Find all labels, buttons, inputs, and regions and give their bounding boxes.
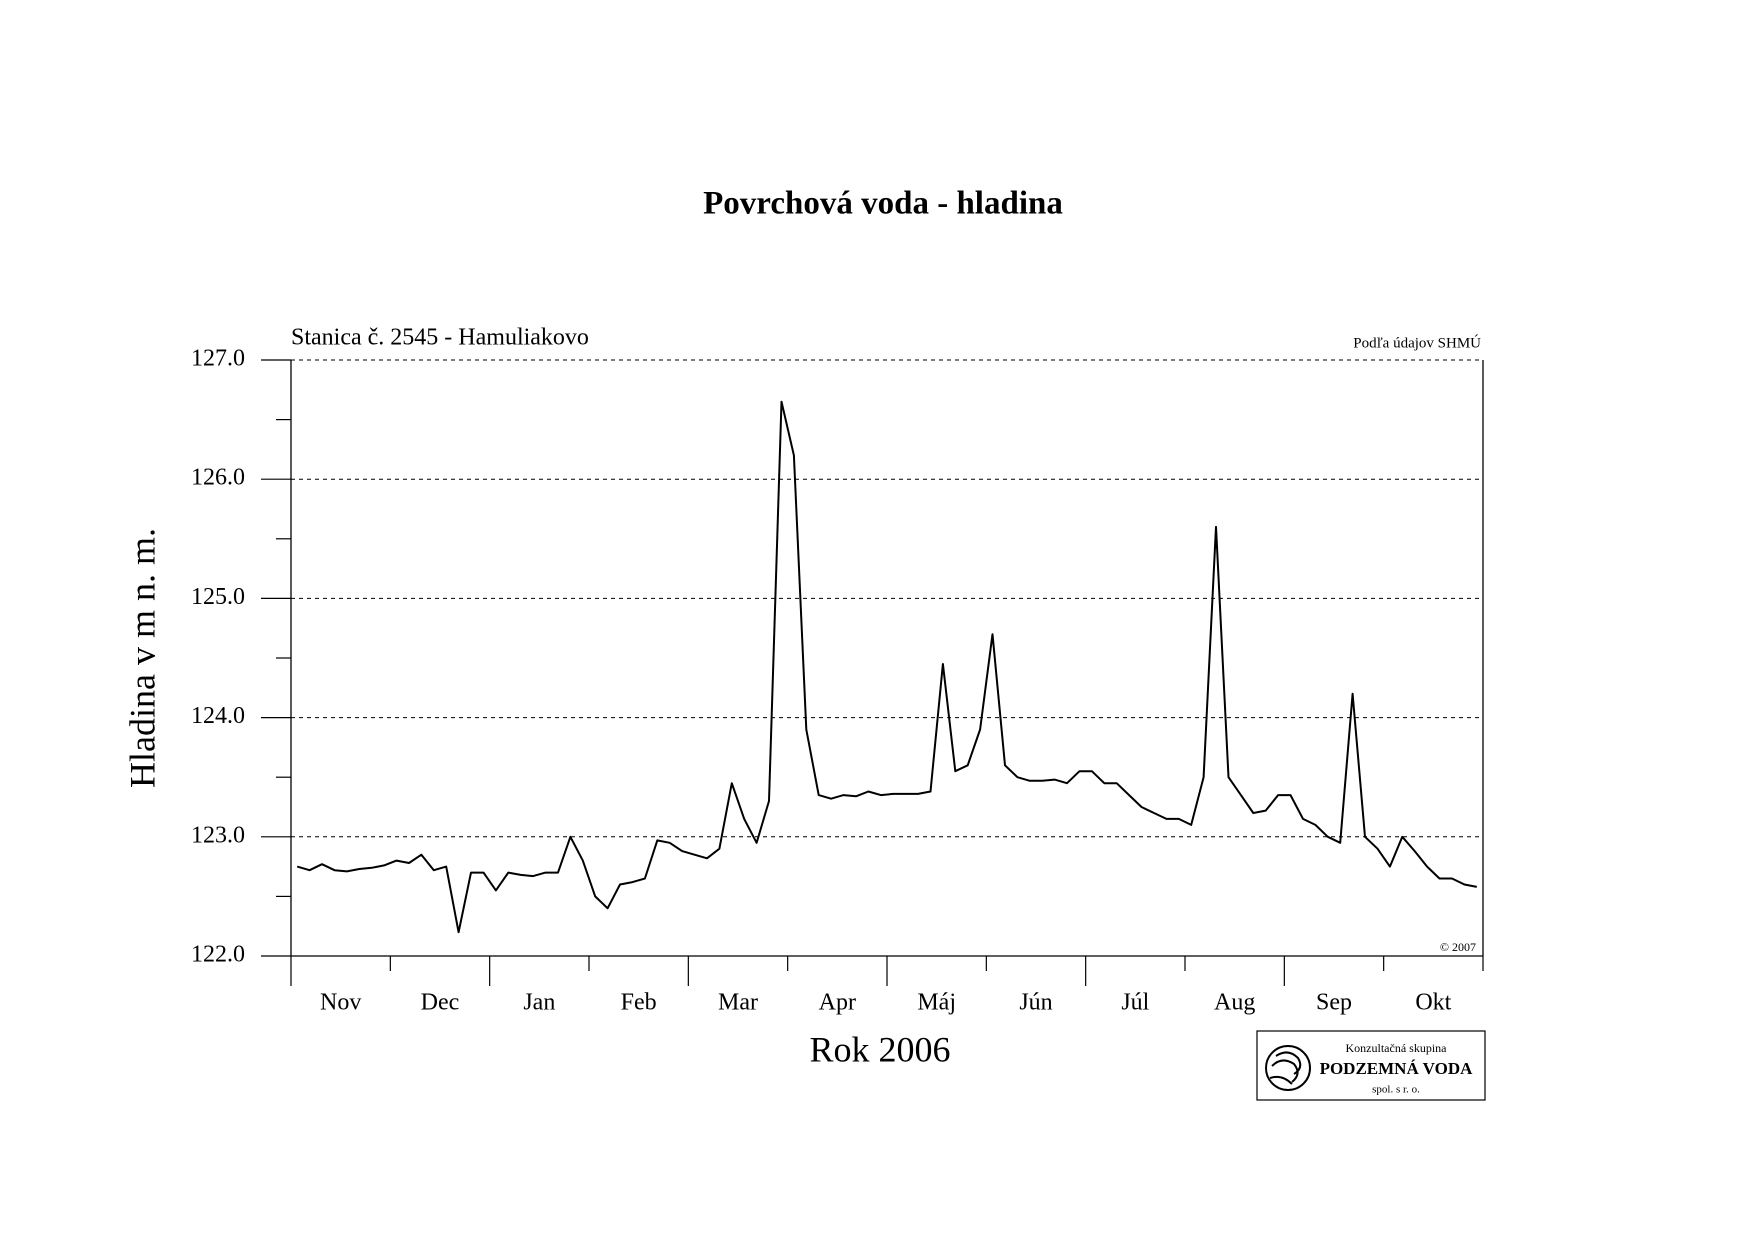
source-note: Podľa údajov SHMÚ	[1353, 334, 1481, 351]
y-tick-label: 126.0	[191, 465, 245, 491]
x-tick-label: Mar	[718, 990, 758, 1016]
logo-top: Konzultačná skupina	[1346, 1041, 1448, 1055]
y-axis-label: Hladina v m n. m.	[122, 528, 162, 788]
x-tick-label: Nov	[320, 990, 361, 1016]
chart-title: Povrchová voda - hladina	[703, 186, 1063, 222]
x-tick-label: Jún	[1019, 990, 1052, 1016]
x-tick-label: Jan	[523, 990, 555, 1016]
logo-name: PODZEMNÁ VODA	[1320, 1059, 1474, 1078]
x-tick-label: Feb	[621, 990, 657, 1016]
y-tick-label: 125.0	[191, 584, 245, 610]
x-tick-label: Aug	[1214, 990, 1255, 1016]
y-tick-label: 127.0	[191, 346, 245, 372]
chart-subtitle: Stanica č. 2545 - Hamuliakovo	[291, 325, 589, 351]
copyright: © 2007	[1440, 940, 1476, 954]
logo-box	[1256, 1030, 1486, 1101]
x-tick-label: Apr	[819, 990, 856, 1016]
x-tick-label: Sep	[1316, 990, 1352, 1016]
logo-icon	[1265, 1045, 1311, 1091]
data-line	[296, 400, 1477, 934]
x-tick-label: Máj	[917, 990, 956, 1016]
x-tick-label: Dec	[421, 990, 460, 1016]
logo-bottom: spol. s r. o.	[1372, 1084, 1420, 1096]
y-tick-label: 123.0	[191, 822, 245, 848]
x-tick-label: Júl	[1121, 990, 1149, 1016]
y-tick-label: 124.0	[191, 703, 245, 729]
y-tick-label: 122.0	[191, 942, 245, 968]
logo: Konzultačná skupina PODZEMNÁ VODA spol. …	[1256, 1030, 1486, 1101]
x-tick-label: Okt	[1415, 990, 1451, 1016]
x-axis-label: Rok 2006	[809, 1029, 950, 1069]
